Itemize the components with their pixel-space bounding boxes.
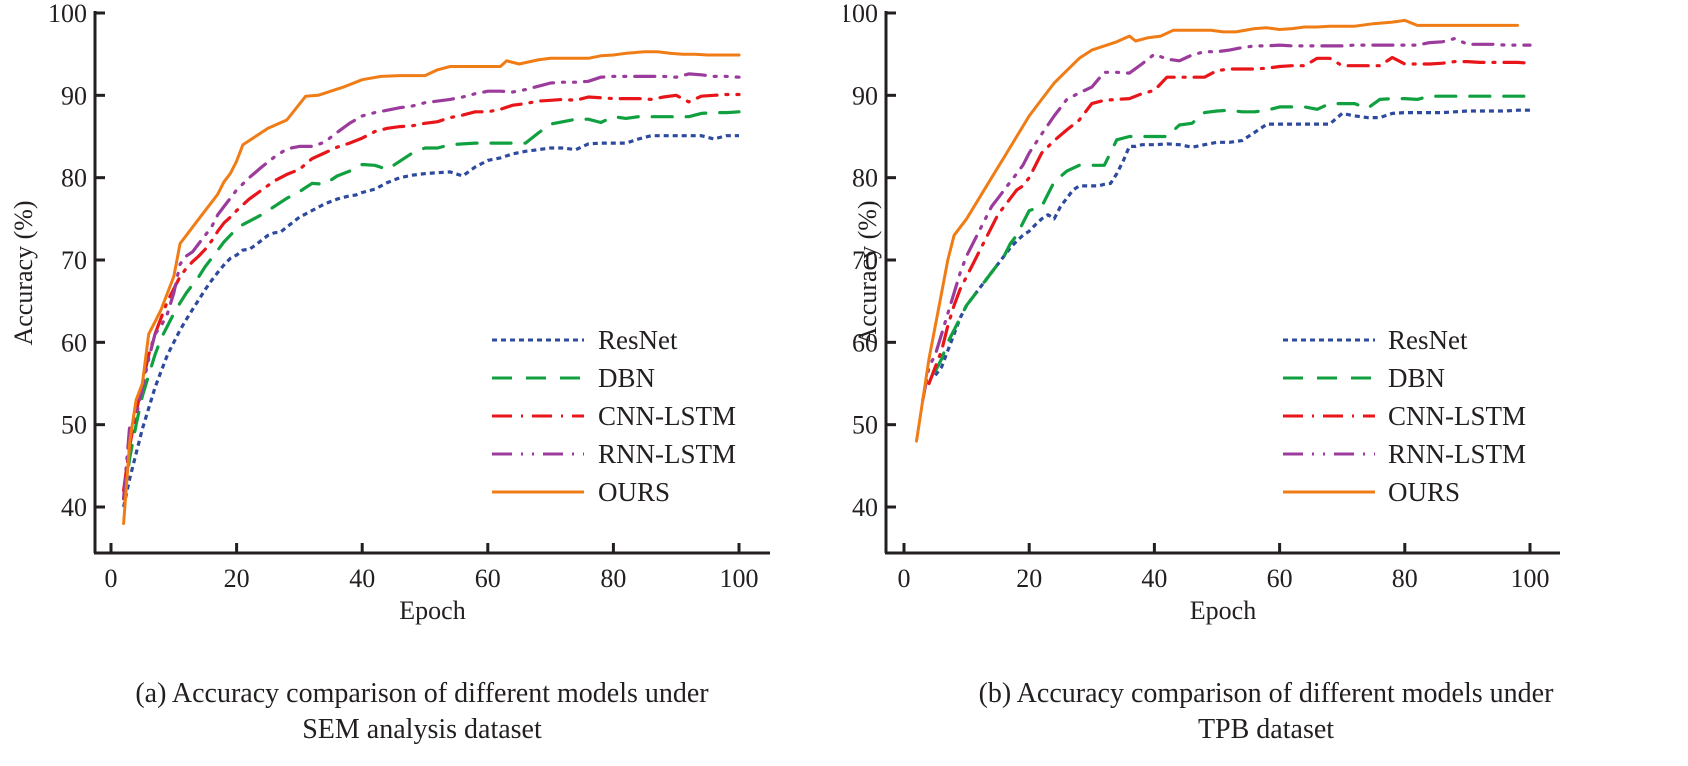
- chart-b-x-tick-label: 80: [1392, 564, 1418, 593]
- chart-b-x-tick-label: 20: [1016, 564, 1042, 593]
- chart-b-series-resnet: [934, 108, 1530, 377]
- chart-b-legend-label: OURS: [1388, 477, 1460, 507]
- chart-b-series-cnn-lstm: [927, 55, 1532, 386]
- chart-b-series-rnn-lstm: [921, 36, 1532, 402]
- chart-a-x-tick-label: 80: [600, 564, 626, 593]
- chart-a-y-tick-label: 50: [61, 411, 87, 440]
- chart-a-series-ours: [122, 50, 741, 525]
- chart-a-series-cnn-lstm: [121, 92, 741, 493]
- chart-a-svg: 40 50 60 70 80 90 100 0 20 40 60 80 100 Epoch Accuracy…: [9, 0, 770, 625]
- chart-a-y-tick-label: 70: [61, 246, 87, 275]
- chart-panel-a: 40 50 60 70 80 90 100 0 20 40 60 80 100 Epoch Accuracy…: [9, 0, 770, 745]
- chart-b-legend-label: ResNet: [1388, 325, 1468, 355]
- chart-panel-b: 40 50 60 70 80 90 100 0 20 40 60 80 100 Epoch Accuracy…: [844, 0, 1688, 766]
- chart-a-x-tick-label: 100: [720, 564, 759, 593]
- chart-b-y-tick-label: 100: [844, 0, 878, 28]
- chart-b-legend-label: CNN-LSTM: [1388, 401, 1526, 431]
- chart-b-series-ours: [915, 18, 1519, 443]
- chart-b-y-tick-label: 50: [852, 411, 878, 440]
- chart-a-x-tick-label: 20: [224, 564, 250, 593]
- chart-b-svg: 40 50 60 70 80 90 100 0 20 40 60 80 100 Epoch Accuracy…: [844, 0, 1560, 625]
- chart-b-legend-label: DBN: [1388, 363, 1445, 393]
- chart-a-caption-line2: SEM analysis dataset: [302, 714, 542, 745]
- chart-b-caption-line2: TPB dataset: [1197, 714, 1335, 745]
- chart-b-y-tick-label: 70: [852, 246, 878, 275]
- chart-a-caption-line1: (a) Accuracy comparison of different mod…: [135, 678, 709, 709]
- chart-a-x-tick-label: 40: [349, 564, 375, 593]
- chart-a-y-axis-title: Accuracy (%): [9, 200, 38, 345]
- chart-a-y-tick-label: 60: [61, 328, 87, 357]
- chart-a-legend-label: ResNet: [598, 325, 678, 355]
- chart-b-x-axis-title: Epoch: [1190, 596, 1256, 625]
- chart-a-series-resnet: [122, 134, 739, 508]
- chart-b-legend-label: RNN-LSTM: [1388, 439, 1526, 469]
- chart-a-legend-label: RNN-LSTM: [598, 439, 736, 469]
- chart-b-x-tick-label: 60: [1267, 564, 1293, 593]
- chart-a-x-tick-label: 60: [475, 564, 501, 593]
- chart-a-legend-label: CNN-LSTM: [598, 401, 736, 431]
- chart-a-legend-label: OURS: [598, 477, 670, 507]
- chart-b-y-tick-label: 80: [852, 164, 878, 193]
- chart-a-y-tick-label: 40: [61, 493, 87, 522]
- chart-a-x-tick-label: 0: [105, 564, 118, 593]
- chart-b-y-axis-title: Accuracy (%): [853, 200, 882, 345]
- chart-b-x-tick-label: 40: [1141, 564, 1167, 593]
- chart-b-series-dbn: [933, 94, 1532, 373]
- chart-b-x-tick-label: 100: [1511, 564, 1550, 593]
- chart-a-y-tick-label: 90: [61, 81, 87, 110]
- chart-a-y-tick-label: 80: [61, 164, 87, 193]
- chart-b-x-tick-label: 0: [898, 564, 911, 593]
- chart-a-y-tick-label: 100: [48, 0, 87, 28]
- chart-b-caption-line1: (b) Accuracy comparison of different mod…: [978, 678, 1554, 709]
- chart-b-y-tick-label: 40: [852, 493, 878, 522]
- chart-b-y-tick-label: 90: [852, 81, 878, 110]
- chart-a-legend-label: DBN: [598, 363, 655, 393]
- chart-a-series-rnn-lstm: [121, 72, 741, 501]
- chart-b-y-tick-label: 60: [852, 328, 878, 357]
- chart-a-x-axis-title: Epoch: [399, 596, 465, 625]
- chart-a-series-dbn: [121, 110, 741, 501]
